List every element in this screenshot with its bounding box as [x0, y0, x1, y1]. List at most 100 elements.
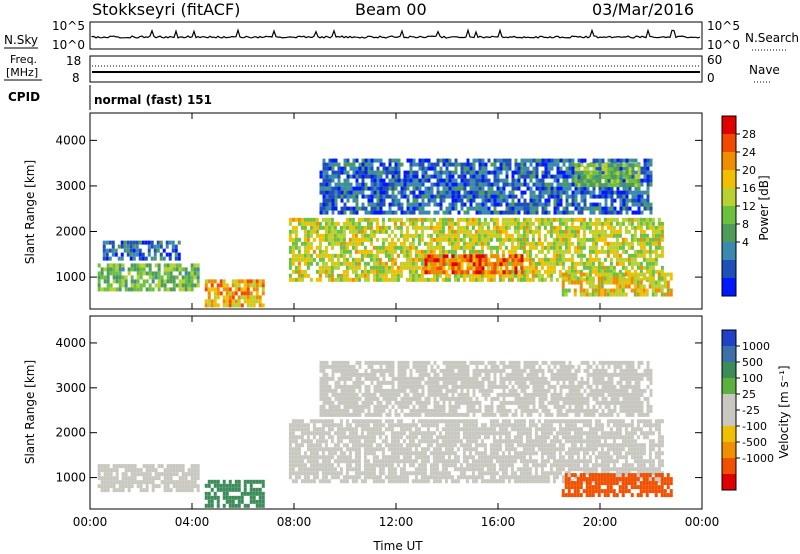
range-gate-cell	[133, 279, 137, 284]
range-gate-cell	[640, 198, 644, 203]
range-gate-cell	[432, 459, 436, 464]
range-gate-cell	[367, 162, 371, 167]
range-gate-cell	[393, 241, 397, 246]
range-gate-cell	[333, 225, 337, 230]
range-gate-cell	[322, 190, 326, 195]
range-gate-cell	[394, 198, 398, 203]
range-gate-cell	[439, 270, 443, 275]
range-gate-cell	[654, 292, 658, 297]
range-gate-cell	[363, 447, 367, 452]
range-gate-cell	[325, 162, 329, 167]
range-gate-cell	[463, 166, 467, 171]
range-gate-cell	[393, 435, 397, 440]
range-gate-cell	[312, 229, 316, 234]
range-gate-cell	[574, 190, 578, 195]
range-gate-cell	[294, 237, 298, 242]
range-gate-cell	[379, 186, 383, 191]
range-gate-cell	[351, 419, 355, 424]
range-gate-cell	[576, 261, 580, 266]
range-gate-cell	[516, 273, 520, 278]
range-gate-cell	[291, 463, 295, 468]
range-gate-cell	[591, 233, 595, 238]
range-gate-cell	[345, 463, 349, 468]
range-gate-cell	[345, 273, 349, 278]
range-gate-cell	[546, 423, 550, 428]
range-gate-cell	[522, 229, 526, 234]
range-gate-cell	[603, 276, 607, 281]
range-gate-cell	[499, 262, 503, 267]
range-gate-cell	[537, 427, 541, 432]
range-gate-cell	[463, 190, 467, 195]
range-gate-cell	[339, 431, 343, 436]
range-gate-cell	[399, 475, 403, 480]
range-gate-cell	[549, 229, 553, 234]
range-gate-cell	[184, 275, 188, 280]
range-gate-cell	[484, 198, 488, 203]
range-gate-cell	[610, 190, 614, 195]
range-gate-cell	[654, 284, 658, 289]
range-gate-cell	[172, 283, 176, 288]
range-gate-cell	[327, 479, 331, 484]
range-gate-cell	[445, 258, 449, 263]
range-gate-cell	[148, 468, 152, 473]
range-gate-cell	[579, 245, 583, 250]
range-gate-cell	[339, 249, 343, 254]
range-gate-cell	[405, 253, 409, 258]
range-gate-cell	[348, 217, 352, 222]
range-gate-cell	[411, 471, 415, 476]
range-gate-cell	[477, 431, 481, 436]
range-gate-cell	[441, 245, 445, 250]
range-gate-cell	[645, 221, 649, 226]
range-gate-cell	[601, 170, 605, 175]
range-gate-cell	[517, 166, 521, 171]
range-gate-cell	[405, 427, 409, 432]
range-gate-cell	[363, 467, 367, 472]
range-gate-cell	[618, 241, 622, 246]
range-gate-cell	[517, 182, 521, 187]
range-gate-cell	[450, 237, 454, 242]
range-gate-cell	[379, 198, 383, 203]
range-gate-cell	[619, 163, 623, 168]
range-gate-cell	[97, 476, 101, 481]
range-gate-cell	[565, 170, 569, 175]
range-gate-cell	[516, 435, 520, 440]
range-gate-cell	[355, 210, 359, 215]
range-gate-cell	[399, 419, 403, 424]
range-gate-cell	[390, 451, 394, 456]
range-gate-cell	[315, 447, 319, 452]
range-gate-cell	[426, 261, 430, 266]
range-gate-cell	[142, 488, 146, 493]
range-gate-cell	[439, 202, 443, 207]
range-gate-cell	[246, 303, 250, 308]
range-gate-cell	[550, 158, 554, 163]
range-gate-cell	[444, 463, 448, 468]
range-gate-cell	[562, 162, 566, 167]
range-gate-cell	[547, 194, 551, 199]
range-gate-cell	[207, 287, 211, 292]
range-gate-cell	[462, 249, 466, 254]
range-gate-cell	[486, 265, 490, 270]
range-gate-cell	[204, 299, 208, 304]
range-gate-cell	[559, 210, 563, 215]
range-gate-cell	[460, 170, 464, 175]
range-gate-cell	[603, 265, 607, 270]
range-gate-cell	[600, 265, 604, 270]
range-gate-cell	[121, 279, 125, 284]
range-gate-cell	[474, 229, 478, 234]
range-gate-cell	[609, 272, 613, 277]
range-gate-cell	[472, 170, 476, 175]
range-gate-cell	[465, 427, 469, 432]
range-gate-cell	[484, 166, 488, 171]
range-gate-cell	[613, 175, 617, 180]
range-gate-cell	[400, 186, 404, 191]
range-gate-cell	[339, 229, 343, 234]
range-gate-cell	[577, 202, 581, 207]
range-gate-cell	[457, 258, 461, 263]
range-gate-cell	[346, 178, 350, 183]
range-gate-cell	[165, 244, 169, 249]
range-gate-cell	[193, 283, 197, 288]
range-gate-cell	[378, 463, 382, 468]
range-gate-cell	[297, 217, 301, 222]
range-gate-cell	[375, 475, 379, 480]
range-gate-cell	[429, 241, 433, 246]
